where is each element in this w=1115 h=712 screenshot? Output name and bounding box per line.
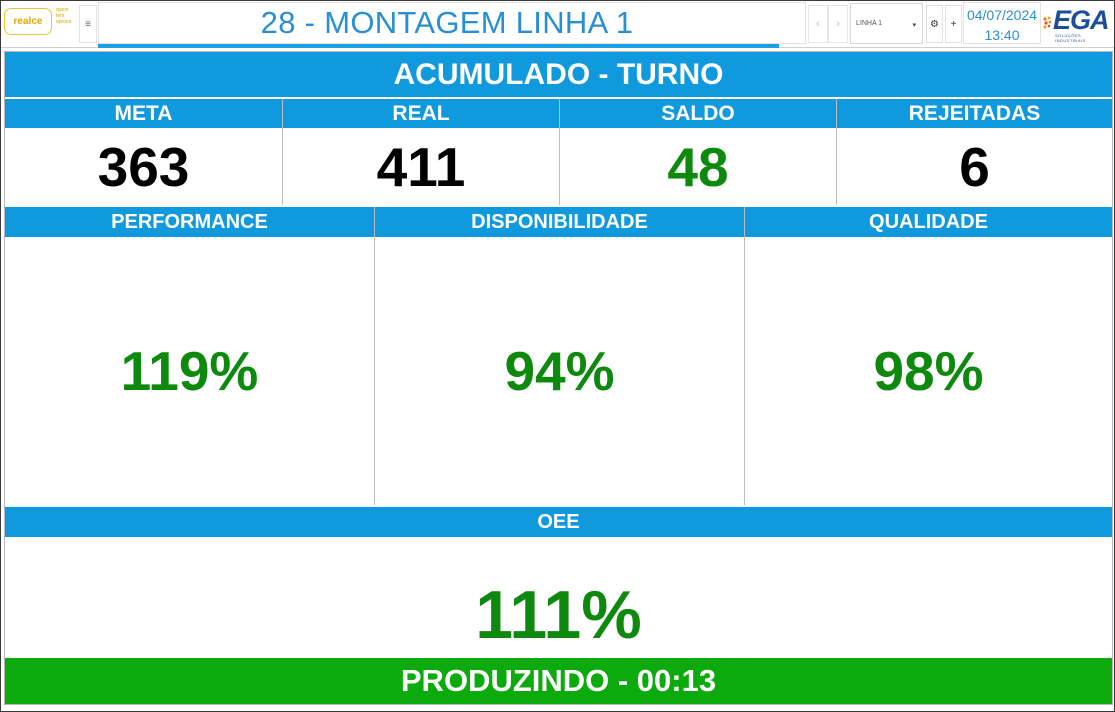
hamburger-icon: ≡	[85, 18, 91, 30]
chevron-right-icon: ›	[836, 18, 840, 30]
qualidade-header: QUALIDADE	[745, 207, 1112, 237]
real-header: REAL	[283, 99, 559, 128]
rejeitadas-value: 6	[837, 128, 1112, 205]
performance-header: PERFORMANCE	[5, 207, 374, 237]
rejeitadas-header: REJEITADAS	[837, 99, 1112, 128]
section-title: ACUMULADO - TURNO	[5, 52, 1112, 97]
dashboard-panel: ACUMULADO - TURNO META REAL SALDO REJEIT…	[4, 51, 1113, 705]
plus-icon: +	[950, 18, 957, 30]
menu-button[interactable]: ≡	[79, 5, 97, 43]
performance-value: 119%	[5, 237, 374, 505]
settings-button[interactable]: ⚙	[926, 5, 943, 43]
saldo-header: SALDO	[560, 99, 836, 128]
oee-header: OEE	[5, 507, 1112, 537]
logo-text: realce	[13, 16, 43, 27]
datetime-display: 04/07/2024 13:40	[963, 2, 1041, 44]
meta-header: META	[5, 99, 282, 128]
divider	[282, 99, 283, 205]
line-select[interactable]: LINHA 1 ▾	[850, 3, 923, 44]
chevron-left-icon: ‹	[816, 18, 820, 30]
add-button[interactable]: +	[945, 5, 962, 43]
divider	[744, 207, 745, 505]
status-bar: PRODUZINDO - 00:13	[5, 658, 1112, 704]
divider	[836, 99, 837, 205]
oee-value: 111%	[5, 560, 1112, 670]
realce-logo: realce	[4, 8, 52, 35]
qualidade-value: 98%	[745, 237, 1112, 505]
meta-value: 363	[5, 128, 282, 205]
brand-name: EGA	[1053, 5, 1110, 35]
ega-logo: EGA SOLUÇÕES INDUSTRIAIS	[1043, 5, 1113, 43]
top-toolbar: realce quem tem aprova ≡ 28 - MONTAGEM L…	[1, 1, 1114, 48]
gear-icon: ⚙	[930, 18, 939, 30]
page-title: 28 - MONTAGEM LINHA 1	[260, 5, 634, 40]
divider	[559, 99, 560, 205]
logo-tagline: quem tem aprova	[56, 7, 72, 25]
divider	[374, 207, 375, 505]
brand-subtitle: SOLUÇÕES INDUSTRIAIS	[1055, 33, 1086, 43]
prev-button[interactable]: ‹	[808, 5, 828, 43]
disponibilidade-header: DISPONIBILIDADE	[375, 207, 744, 237]
saldo-value: 48	[560, 128, 836, 205]
date-text: 04/07/2024	[966, 7, 1038, 23]
caret-down-icon: ▾	[912, 22, 916, 29]
disponibilidade-value: 94%	[375, 237, 744, 505]
time-text: 13:40	[984, 27, 1020, 43]
logo-dots-icon	[1043, 16, 1052, 29]
title-bar: 28 - MONTAGEM LINHA 1	[98, 2, 806, 44]
title-underline	[98, 44, 779, 48]
next-button[interactable]: ›	[828, 5, 848, 43]
line-select-value: LINHA 1	[856, 20, 883, 27]
real-value: 411	[283, 128, 559, 205]
